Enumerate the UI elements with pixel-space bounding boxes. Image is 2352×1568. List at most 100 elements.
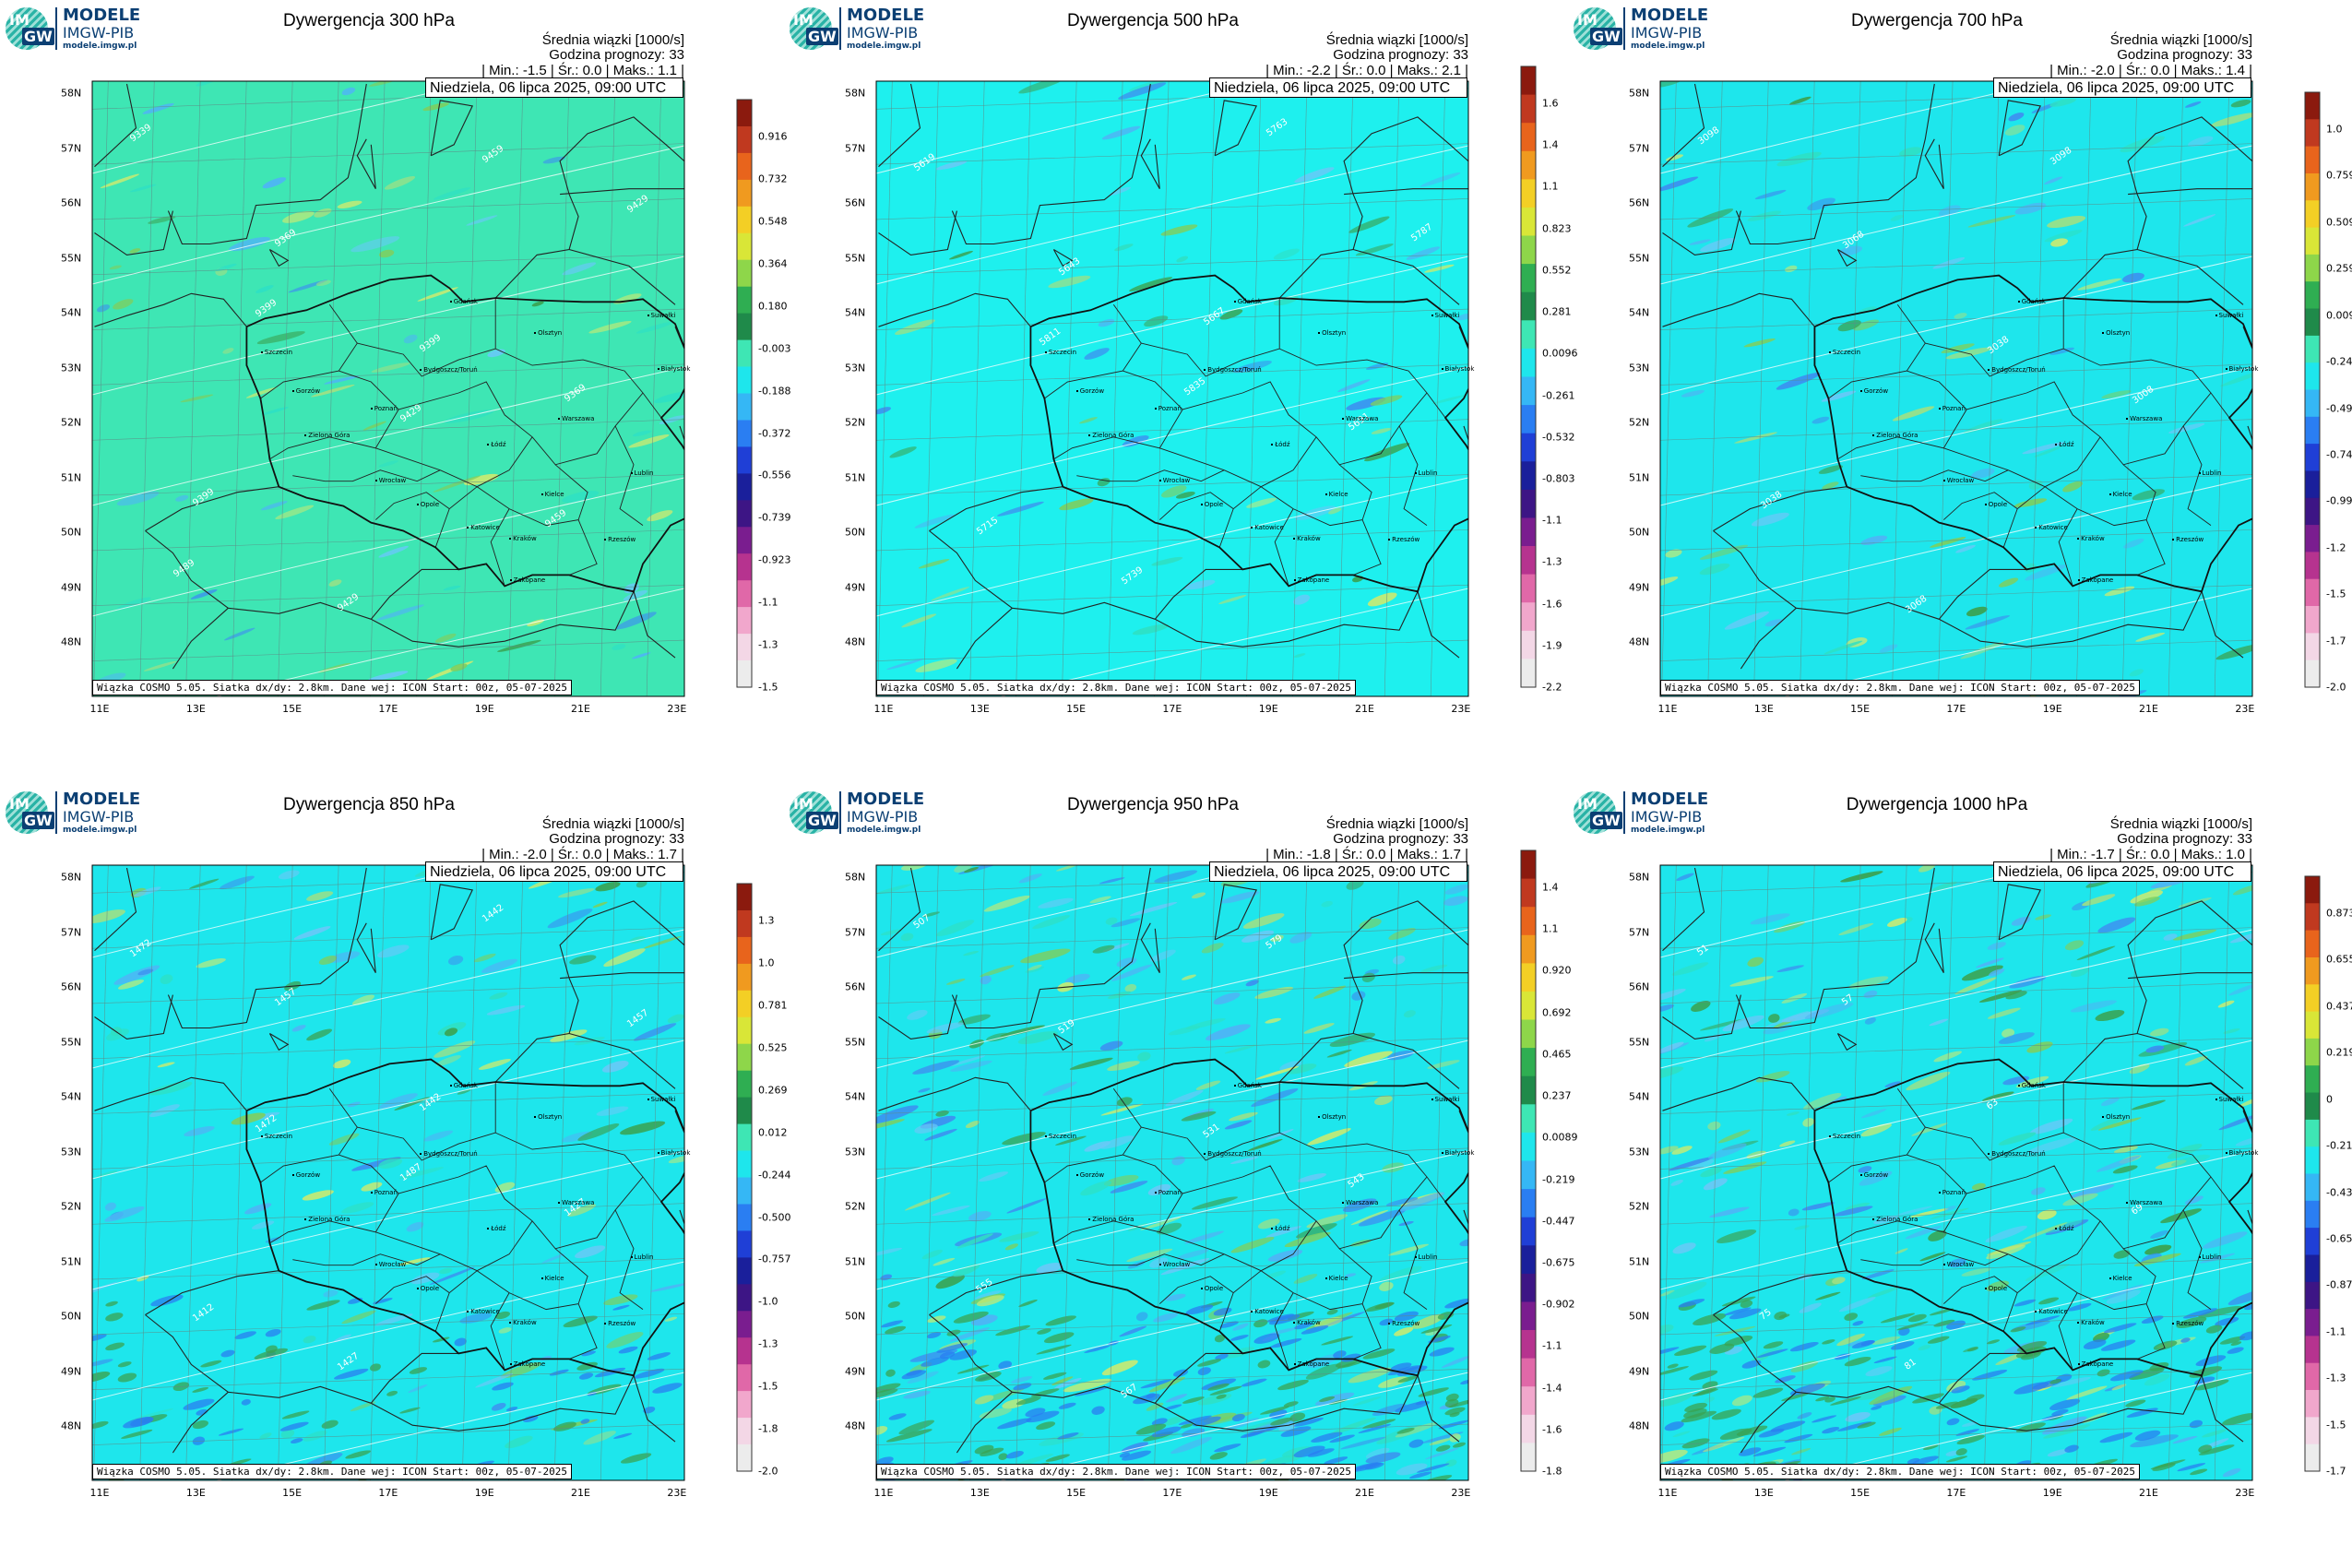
map-background	[1660, 81, 2252, 696]
latitude-label: 55N	[845, 1036, 866, 1048]
country-border	[1836, 249, 1858, 267]
colorbar-segment	[737, 232, 752, 261]
country-border	[1344, 188, 1468, 196]
colorbar-tick-label: -0.372	[758, 427, 791, 439]
divergence-patch	[1154, 870, 1198, 883]
voivodeship-border	[1260, 464, 1372, 527]
divergence-patch	[1197, 1367, 1211, 1375]
city-label: Kraków	[509, 534, 537, 542]
geopotential-contour	[92, 1039, 684, 1180]
geopotential-contour	[1660, 81, 2051, 174]
divergence-patch	[1724, 611, 1770, 630]
divergence-patch	[965, 1121, 980, 1128]
country-border	[2062, 116, 2252, 299]
divergence-patch	[116, 597, 151, 611]
divergence-patch	[2062, 481, 2084, 493]
city-label: Kraków	[509, 1318, 537, 1326]
voivodeship-border	[1942, 1276, 2018, 1304]
graticule-line	[646, 81, 662, 696]
divergence-patch	[2049, 98, 2077, 107]
divergence-patch	[1409, 1471, 1432, 1479]
voivodeship-border	[1076, 469, 1225, 482]
city-label: Poznań	[1938, 405, 1966, 413]
divergence-patch	[876, 1119, 905, 1131]
divergence-patch	[1057, 1432, 1079, 1440]
divergence-patch	[1058, 1402, 1076, 1409]
poland-border	[1813, 1058, 2252, 1377]
divergence-patch	[1059, 498, 1094, 511]
colorbar-tick-label: 0.781	[758, 999, 788, 1012]
divergence-patch	[1294, 1322, 1313, 1330]
divergence-patch	[2203, 1231, 2248, 1249]
colorbar-frame	[1520, 65, 1537, 688]
latitude-label: 58N	[61, 871, 82, 884]
panel-header: Średnia wiązki [1000/s] Godzina prognozy:…	[542, 33, 684, 63]
latitude-label: 51N	[845, 471, 866, 483]
divergence-patch	[1032, 915, 1071, 930]
logo-subtitle: IMGW-PIB	[63, 24, 135, 42]
longitude-label: 13E	[185, 703, 206, 715]
colorbar-segment	[737, 1016, 752, 1045]
graticule-line	[1660, 1092, 2252, 1114]
divergence-patch	[979, 1171, 1009, 1182]
divergence-patch	[2067, 1302, 2092, 1312]
divergence-patch	[1265, 1454, 1304, 1466]
divergence-patch	[137, 968, 154, 976]
divergence-patch	[931, 587, 970, 601]
voivodeship-border	[1076, 1253, 1225, 1266]
divergence-patch	[1089, 896, 1111, 904]
divergence-patch	[1665, 549, 1682, 558]
longitude-label: 13E	[969, 703, 990, 715]
geopotential-contour	[1660, 477, 2252, 617]
divergence-patch	[2239, 1331, 2252, 1341]
city-label: Białystok	[657, 1149, 691, 1158]
colorbar-tick-label: 1.3	[758, 914, 775, 927]
divergence-patch	[256, 331, 305, 345]
graticule-line	[1660, 1258, 2252, 1280]
divergence-patch	[1954, 313, 1967, 319]
divergence-patch	[603, 1294, 638, 1306]
colorbar-tick-label: -1.7	[2326, 1465, 2346, 1478]
divergence-patch	[1293, 653, 1306, 658]
city-label: Katowice	[1251, 523, 1284, 531]
city-label: Gorzów	[1075, 387, 1105, 396]
divergence-patch	[310, 384, 355, 398]
divergence-patch	[2004, 125, 2025, 137]
graticule-line	[876, 419, 1468, 441]
divergence-patch	[1420, 172, 1461, 187]
country-border	[1052, 249, 1074, 267]
divergence-patch	[406, 1221, 424, 1232]
divergence-patch	[1254, 986, 1294, 999]
divergence-patch	[1231, 1413, 1245, 1422]
divergence-patch	[664, 1316, 678, 1322]
model-info-footer: Wiązka COSMO 5.05. Siatka dx/dy: 2.8km. …	[876, 680, 1356, 695]
divergence-patch	[369, 81, 397, 87]
divergence-patch	[2122, 272, 2144, 283]
latitude-label: 48N	[61, 1420, 82, 1432]
model-info-footer: Wiązka COSMO 5.05. Siatka dx/dy: 2.8km. …	[876, 1464, 1356, 1479]
colorbar-tick-label: 0.692	[1542, 1006, 1572, 1019]
latitude-label: 52N	[61, 1200, 82, 1213]
divergence-patch	[104, 1202, 116, 1211]
divergence-patch	[953, 1311, 989, 1324]
divergence-map	[91, 80, 753, 697]
map-frame	[1659, 80, 2253, 697]
colorbar-tick-label: -1.1	[1542, 514, 1562, 527]
colorbar-tick-label: -1.8	[758, 1422, 778, 1435]
graticule-line	[92, 143, 684, 165]
divergence-patch	[1100, 1103, 1144, 1116]
colorbar-segment	[737, 339, 752, 368]
divergence-patch	[1303, 1023, 1335, 1034]
poland-border	[1813, 274, 2252, 593]
longitude-label: 19E	[474, 703, 494, 715]
divergence-patch	[1135, 1312, 1148, 1322]
divergence-patch	[1129, 277, 1173, 291]
voivodeship-border	[374, 1276, 450, 1304]
divergence-patch	[2008, 113, 2025, 122]
colorbar-segment	[2305, 1417, 2320, 1445]
graticule-line	[416, 865, 432, 1480]
divergence-patch	[1986, 1339, 2001, 1345]
divergence-patch	[1084, 1345, 1111, 1353]
divergence-patch	[279, 1421, 309, 1431]
graticule-line	[185, 81, 201, 696]
